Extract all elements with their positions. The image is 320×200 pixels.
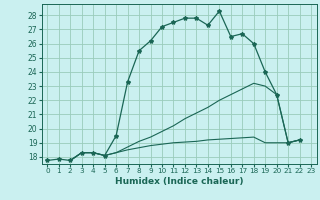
X-axis label: Humidex (Indice chaleur): Humidex (Indice chaleur) — [115, 177, 244, 186]
